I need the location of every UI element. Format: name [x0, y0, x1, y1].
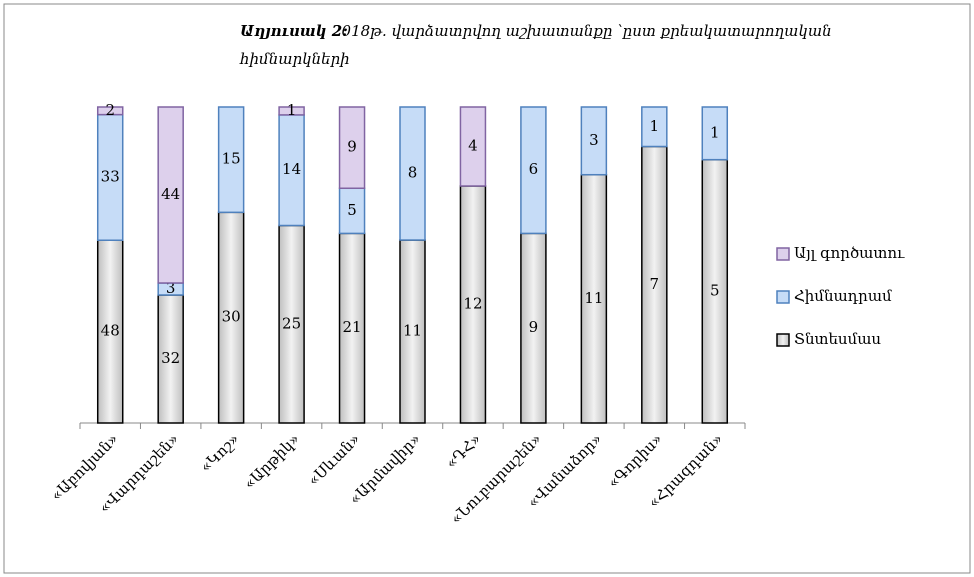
data-label: 6	[529, 160, 539, 178]
data-label: 1	[710, 123, 720, 141]
bar-segment	[701, 106, 729, 161]
legend-label: Հիմնադրամ	[794, 287, 892, 305]
bar-segment	[520, 106, 547, 235]
bar-segment	[217, 211, 245, 424]
bar-segment	[157, 294, 184, 424]
bar-segment	[278, 224, 305, 424]
x-tick-label: «Արթիկ»	[240, 430, 303, 493]
x-tick-label: «ԴՀ»	[442, 430, 484, 472]
bar-segment	[338, 187, 366, 235]
x-tick-label: «Կոշ»	[197, 430, 243, 476]
x-tick-label: «Գորիս»	[604, 430, 666, 492]
frame	[3, 3, 971, 574]
data-label: 4	[468, 137, 478, 155]
data-label: 30	[222, 308, 241, 326]
data-label: 1	[287, 101, 297, 119]
data-label: 1	[650, 117, 660, 135]
legend-swatch	[776, 290, 790, 304]
data-label: 9	[529, 318, 539, 336]
data-label: 21	[342, 318, 361, 336]
data-label: 3	[166, 279, 176, 297]
bar-segment	[399, 106, 426, 241]
legend-swatch	[776, 247, 790, 261]
bar-segment	[459, 106, 487, 187]
data-label: 48	[101, 322, 120, 340]
bar-segment	[217, 106, 245, 214]
data-label: 15	[222, 150, 241, 168]
x-tick-label: «Սևան»	[304, 430, 363, 489]
data-label: 14	[282, 160, 301, 178]
bar-segment	[641, 106, 668, 148]
data-label: 11	[584, 289, 603, 307]
bar-segment	[399, 239, 426, 424]
bar-segment	[580, 106, 608, 176]
data-label: 12	[463, 295, 482, 313]
bar-segment	[96, 106, 124, 116]
data-label: 2	[105, 101, 115, 119]
bar-segment	[96, 239, 124, 424]
data-label: 25	[282, 314, 301, 332]
data-label: 44	[161, 185, 180, 203]
bar-segment	[641, 145, 668, 424]
bar-segment	[278, 106, 305, 116]
legend-label: Տնտեսմաս	[794, 330, 881, 348]
bar-segment	[338, 106, 366, 190]
data-label: 9	[347, 138, 357, 156]
data-label: 32	[161, 349, 180, 367]
title-prefix: Աղյուսակ 2:	[240, 22, 348, 40]
data-label: 33	[101, 167, 120, 185]
data-label: 11	[403, 322, 422, 340]
data-label: 8	[408, 164, 418, 182]
legend-label: Այլ գործատու	[794, 244, 905, 262]
bar-segment	[157, 106, 184, 284]
chart-title-line2: հիմնարկների	[239, 50, 350, 68]
data-label: 5	[347, 201, 357, 219]
data-label: 7	[650, 275, 660, 293]
data-label: 3	[589, 131, 599, 149]
data-label: 5	[710, 281, 720, 299]
legend-swatch	[776, 333, 790, 347]
bar-segment	[338, 232, 366, 424]
chart-title: 2018թ. վարձատրվող աշխատանքը ՝ըստ քրեակատ…	[331, 22, 832, 40]
